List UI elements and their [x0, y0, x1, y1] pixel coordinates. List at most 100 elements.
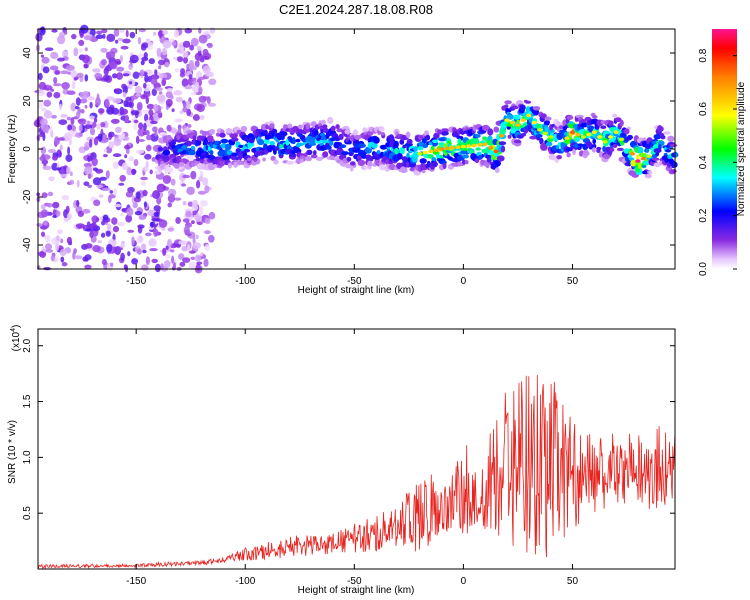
spectrogram-ridge-cell: [438, 137, 446, 142]
spectrogram-noise-cell: [91, 157, 98, 167]
spectrogram-noise-cell: [131, 168, 137, 175]
spectrogram-ridge-cell: [441, 131, 449, 136]
spectrogram-noise-cell: [54, 136, 60, 146]
spectrogram-noise-cell: [184, 85, 193, 90]
spectrogram-noise-cell: [84, 258, 89, 262]
spectrogram-noise-cell: [38, 72, 43, 81]
spectrogram-noise-cell: [120, 45, 129, 50]
spectrogram-noise-cell: [45, 249, 54, 253]
spectrogram-noise-cell: [187, 124, 192, 128]
spectrogram-noise-cell: [153, 103, 159, 112]
spectrogram-ridge-cell: [482, 124, 490, 131]
spectrogram-noise-cell: [106, 223, 112, 232]
spectrogram-noise-cell: [66, 90, 76, 95]
spectrogram-noise-cell: [182, 201, 187, 206]
spectrogram-noise-cell: [162, 247, 167, 256]
spectrogram-ridge-cell: [228, 162, 232, 169]
spectrogram-noise-cell: [182, 106, 188, 113]
spectrogram-noise-cell: [169, 249, 175, 253]
spectrogram-noise-cell: [170, 95, 174, 100]
spectrogram-ridge-cell: [496, 155, 505, 162]
spectrogram-noise-cell: [100, 232, 106, 238]
spectrogram-noise-cell: [83, 35, 93, 41]
spectrogram-noise-cell: [145, 96, 149, 105]
spectrogram-ridge-cell: [282, 132, 288, 136]
spectrogram-ridge-cell: [592, 115, 598, 119]
spectrogram-ridge-cell: [376, 150, 381, 155]
spectrogram-noise-cell: [201, 55, 210, 60]
spectrogram-noise-cell: [97, 133, 103, 142]
spectrogram-noise-cell: [71, 80, 76, 90]
spectrogram-noise-cell: [145, 232, 152, 237]
spectrogram-ridge-cell: [535, 134, 543, 138]
spectrogram-noise-cell: [89, 231, 94, 238]
spectrogram-noise-cell: [36, 223, 43, 227]
spectrogram-peak-cell: [548, 135, 554, 139]
spectrogram-ridge-cell: [422, 143, 429, 148]
spectrogram-ridge-cell: [360, 143, 366, 148]
spectrogram-noise-cell: [207, 42, 213, 49]
spectrogram-noise-cell: [40, 209, 49, 218]
spectrogram-ridge-cell: [240, 125, 248, 133]
spectrogram-noise-cell: [162, 30, 169, 35]
spectrogram-ridge-cell: [361, 153, 367, 159]
spectrogram-ridge-cell: [500, 145, 506, 153]
spectrogram-noise-cell: [93, 137, 99, 146]
spectrogram-noise-cell: [105, 51, 111, 57]
spectrogram-noise-cell: [192, 210, 197, 216]
spectrogram-ridge-cell: [305, 123, 310, 130]
spectrogram-ridge-cell: [519, 104, 526, 111]
spectrogram-ridge-cell: [295, 138, 301, 143]
spectrogram-noise-cell: [200, 200, 208, 207]
spectrogram-ridge-cell: [540, 144, 548, 150]
spectrogram-ridge-cell: [651, 157, 660, 161]
spectrogram-noise-cell: [142, 189, 148, 197]
spectrogram-ridge-cell: [528, 124, 532, 130]
spectrogram-ridge-cell: [168, 141, 177, 146]
spectrogram-noise-cell: [140, 181, 147, 186]
spectrogram-noise-cell: [77, 119, 84, 123]
spectrogram-noise-cell: [186, 108, 192, 117]
spectrogram-noise-cell: [99, 176, 107, 181]
spectrogram-peak-cell: [482, 142, 488, 146]
spectrogram-noise-cell: [48, 148, 56, 154]
spectrogram-ridge-cell: [585, 141, 592, 148]
spectrogram-noise-cell: [121, 240, 125, 245]
spectrogram-ridge-cell: [354, 134, 362, 140]
spectrogram-noise-cell: [54, 70, 60, 75]
spectrogram-peak-cell: [608, 135, 614, 139]
spectrogram-noise-cell: [76, 72, 84, 78]
spectrogram-noise-cell: [134, 85, 142, 95]
spectrogram-ridge-cell: [238, 144, 244, 148]
spectrogram-ridge-cell: [396, 153, 403, 160]
spectrogram-ridge-cell: [182, 144, 188, 150]
snr-panel: -150 -100 -50 0 50 0.5 1.0 1.5 2.0 Height of st…: [7, 325, 676, 596]
spectrogram-ridge-cell: [619, 119, 624, 127]
spectrogram-ridge-cell: [357, 159, 366, 166]
spectrogram-ridge-cell: [378, 127, 385, 132]
spectrogram-noise-cell: [180, 68, 186, 75]
spectrogram-noise-cell: [198, 86, 203, 95]
spectrogram-ridge-cell: [663, 131, 671, 135]
spectrogram-noise-cell: [130, 110, 140, 116]
spectrogram-noise-cell: [173, 29, 180, 38]
spectrogram-noise-cell: [54, 235, 61, 244]
spectrogram-noise-cell: [145, 256, 150, 265]
spectrogram-ridge-cell: [596, 146, 602, 151]
spectrogram-noise-cell: [58, 166, 68, 176]
spectrogram-ridge-cell: [478, 154, 483, 160]
spectrogram-noise-cell: [181, 183, 187, 187]
snr-series-line: [37, 374, 676, 570]
spectrogram-noise-cell: [77, 210, 85, 217]
spectrogram-noise-cell: [199, 115, 205, 120]
spectrogram-ridge-cell: [532, 106, 541, 111]
spectrogram-noise-cell: [185, 210, 192, 218]
spectrogram-ridge-cell: [165, 166, 174, 173]
spectrogram-ridge-cell: [313, 150, 317, 156]
spectrogram-x-tick-label: 50: [567, 276, 579, 287]
spectrogram-ridge-cell: [405, 131, 411, 139]
spectrogram-noise-cell: [146, 103, 155, 110]
spectrogram-ridge-cell: [402, 144, 407, 149]
spectrogram-noise-cell: [156, 183, 166, 193]
spectrogram-noise-cell: [113, 137, 122, 147]
